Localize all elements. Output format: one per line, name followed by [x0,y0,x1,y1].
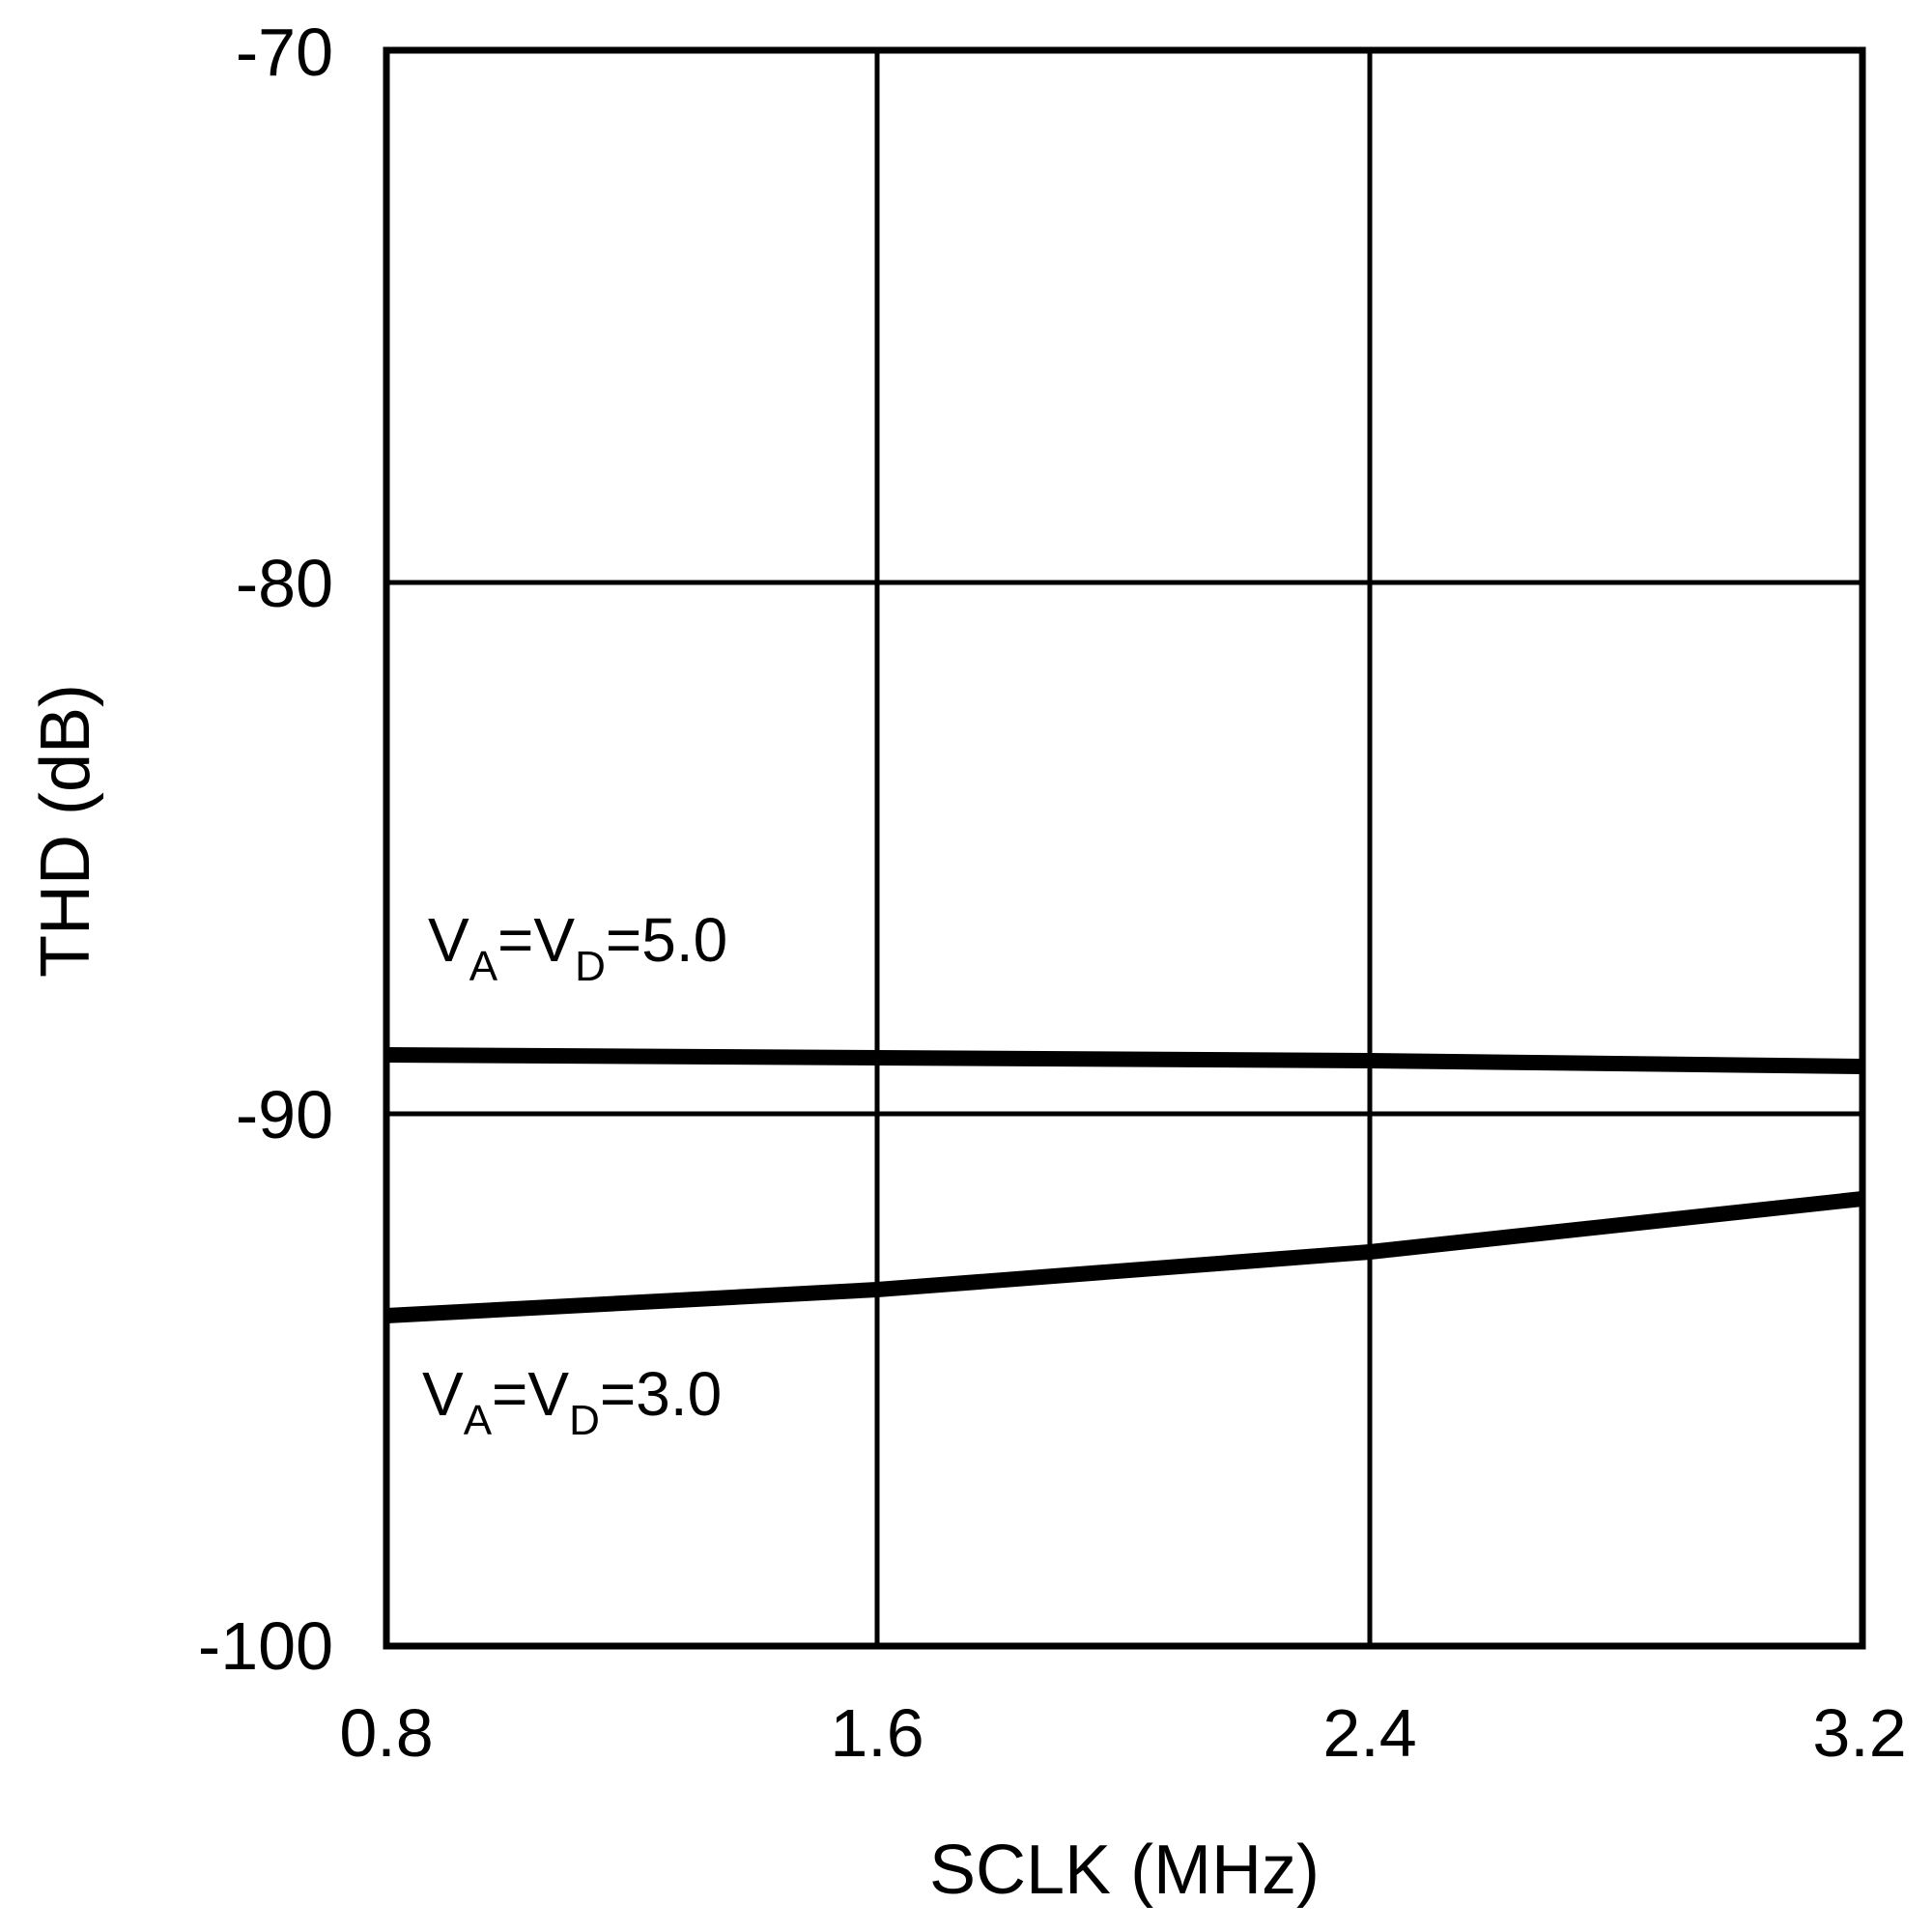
x-tick: 1.6 [830,1695,923,1771]
x-tick: 0.8 [339,1695,433,1771]
y-axis-label: THD (dB) [27,684,104,978]
y-axis-ticks: -70 -80 -90 -100 [198,14,333,1684]
plot-frame [383,46,1866,1650]
series-5v-line [385,1047,1863,1074]
y-tick: -70 [236,14,333,90]
y-tick: -100 [198,1608,333,1684]
x-axis-ticks: 0.8 1.6 2.4 3.2 [339,1695,1906,1771]
annotation-5v: VA=VD=5.0 [428,905,727,990]
y-tick: -80 [236,546,333,621]
annotation-3v: VA=VD=3.0 [422,1359,722,1444]
series-3v-line [385,1191,1863,1323]
y-tick: -90 [236,1077,333,1152]
x-tick: 2.4 [1322,1695,1416,1771]
x-tick: 3.2 [1812,1695,1906,1771]
x-axis-label: SCLK (MHz) [929,1832,1320,1909]
grid-lines [386,50,1862,1646]
